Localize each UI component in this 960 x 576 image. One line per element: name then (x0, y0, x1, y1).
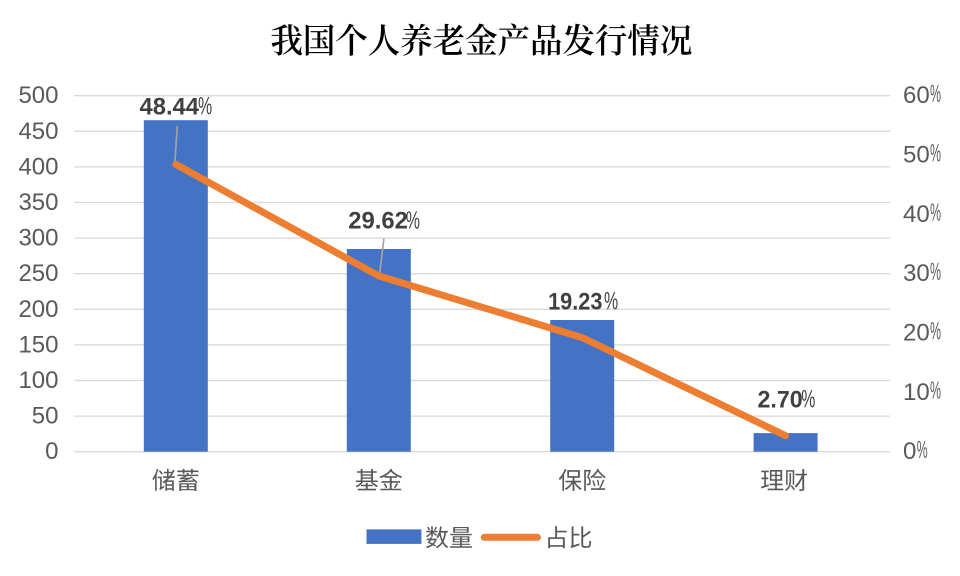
svg-text:2.70: 2.70 (758, 386, 803, 413)
svg-text:19.23: 19.23 (548, 288, 602, 315)
svg-text:250: 250 (18, 260, 58, 287)
svg-text:20: 20 (903, 320, 930, 347)
svg-text:400: 400 (18, 153, 58, 180)
svg-text:40: 40 (903, 201, 930, 228)
svg-text:50: 50 (903, 142, 930, 169)
svg-text:500: 500 (18, 82, 58, 109)
svg-text:10: 10 (903, 379, 930, 406)
svg-text:50: 50 (32, 403, 59, 430)
svg-text:150: 150 (18, 331, 58, 358)
svg-text:0: 0 (903, 438, 916, 465)
svg-text:100: 100 (18, 367, 58, 394)
svg-text:29.62: 29.62 (348, 208, 408, 235)
svg-text:0: 0 (45, 438, 58, 465)
svg-text:450: 450 (18, 118, 58, 145)
svg-text:48.44: 48.44 (140, 93, 200, 120)
svg-text:350: 350 (18, 189, 58, 216)
svg-text:60: 60 (903, 82, 930, 109)
svg-text:300: 300 (18, 225, 58, 252)
svg-text:200: 200 (18, 296, 58, 323)
svg-text:30: 30 (903, 260, 930, 287)
